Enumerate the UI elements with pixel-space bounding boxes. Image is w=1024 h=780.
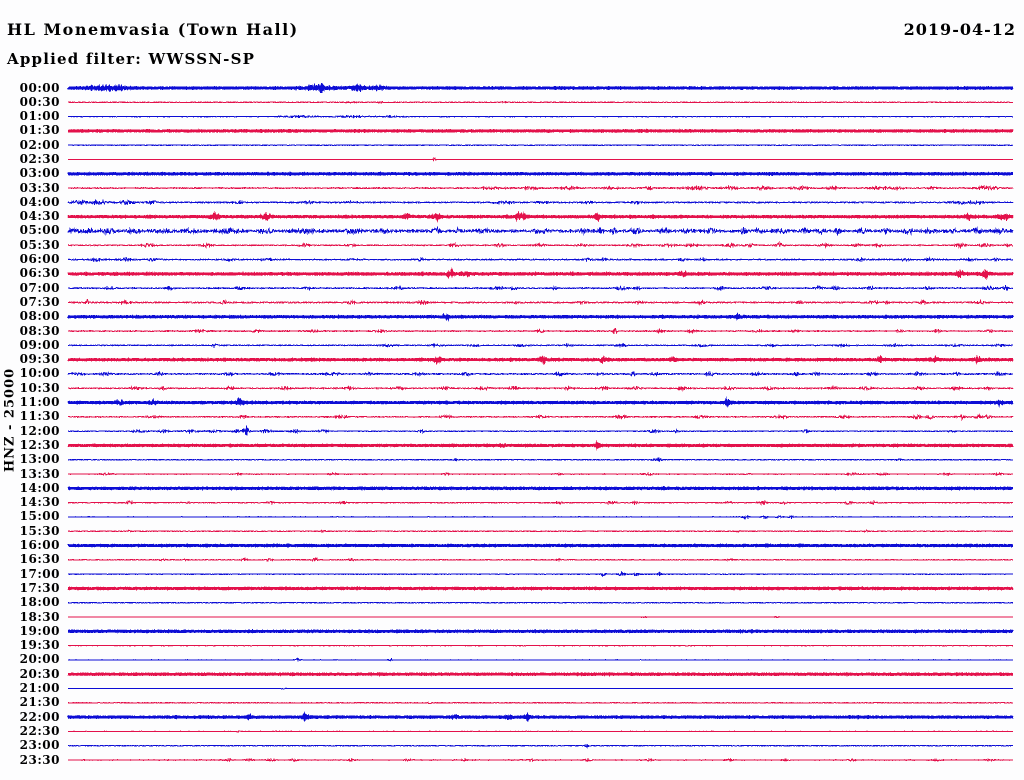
trace-0330 <box>67 184 1014 192</box>
trace-2200 <box>67 711 1014 723</box>
trace-0000 <box>67 81 1014 94</box>
trace-2230 <box>67 729 1014 733</box>
time-label: 08:00 <box>19 309 60 324</box>
time-label: 12:00 <box>19 423 60 438</box>
time-label: 16:30 <box>19 552 60 567</box>
trace-1230 <box>67 440 1014 451</box>
time-label: 05:30 <box>19 237 60 252</box>
trace-2330 <box>67 757 1014 763</box>
time-label: 17:30 <box>19 580 60 595</box>
trace-2000 <box>67 657 1014 663</box>
time-label: 00:00 <box>19 80 60 95</box>
trace-1900 <box>67 628 1014 634</box>
time-label: 23:30 <box>19 752 60 767</box>
time-label: 18:00 <box>19 595 60 610</box>
time-label: 05:00 <box>19 223 60 238</box>
time-label: 06:30 <box>19 266 60 281</box>
time-label: 13:00 <box>19 452 60 467</box>
time-label: 06:00 <box>19 252 60 267</box>
trace-0530 <box>67 240 1014 250</box>
trace-0100 <box>67 114 1014 119</box>
time-label: 09:00 <box>19 337 60 352</box>
trace-0830 <box>67 327 1014 335</box>
time-label: 11:00 <box>19 395 60 410</box>
time-label: 18:30 <box>19 609 60 624</box>
time-label: 17:00 <box>19 566 60 581</box>
trace-0700 <box>67 284 1014 292</box>
trace-0730 <box>67 298 1014 306</box>
trace-2130 <box>67 701 1014 705</box>
filter-label: Applied filter: WWSSN-SP <box>7 50 256 68</box>
trace-1730 <box>67 586 1014 591</box>
time-label: 22:30 <box>19 723 60 738</box>
trace-1700 <box>67 570 1014 577</box>
time-label: 02:30 <box>19 151 60 166</box>
time-label: 21:00 <box>19 681 60 696</box>
trace-1100 <box>67 396 1014 408</box>
time-label: 04:00 <box>19 194 60 209</box>
time-label: 08:30 <box>19 323 60 338</box>
time-label: 00:30 <box>19 94 60 109</box>
time-label: 19:00 <box>19 623 60 638</box>
station-title: HL Monemvasia (Town Hall) <box>7 20 299 39</box>
trace-1630 <box>67 556 1014 563</box>
trace-0130 <box>67 128 1014 134</box>
time-label: 10:00 <box>19 366 60 381</box>
trace-1430 <box>67 499 1014 507</box>
time-label: 12:30 <box>19 437 60 452</box>
time-label: 22:00 <box>19 709 60 724</box>
trace-1500 <box>67 514 1014 520</box>
trace-1530 <box>67 529 1014 534</box>
time-label: 02:00 <box>19 137 60 152</box>
trace-2100 <box>67 687 1014 690</box>
trace-0630 <box>67 267 1014 281</box>
trace-1830 <box>67 615 1014 619</box>
time-label: 03:00 <box>19 166 60 181</box>
time-axis-labels: 00:00 00:30 01:00 01:30 02:00 02:30 03:00 03:30… <box>0 0 62 780</box>
time-label: 19:30 <box>19 638 60 653</box>
trace-0930 <box>67 354 1014 366</box>
trace-2300 <box>67 743 1014 749</box>
time-label: 23:00 <box>19 738 60 753</box>
time-label: 15:30 <box>19 523 60 538</box>
time-label: 16:00 <box>19 538 60 553</box>
trace-1030 <box>67 384 1014 392</box>
trace-1300 <box>67 456 1014 463</box>
time-label: 21:30 <box>19 695 60 710</box>
time-label: 11:30 <box>19 409 60 424</box>
time-label: 15:00 <box>19 509 60 524</box>
time-label: 14:30 <box>19 495 60 510</box>
trace-0900 <box>67 342 1014 350</box>
time-label: 01:30 <box>19 123 60 138</box>
time-label: 10:30 <box>19 380 60 395</box>
time-label: 20:00 <box>19 652 60 667</box>
trace-0300 <box>67 171 1014 177</box>
time-label: 04:30 <box>19 209 60 224</box>
date-label: 2019-04-12 <box>903 20 1016 39</box>
trace-1200 <box>67 425 1014 436</box>
trace-1400 <box>67 485 1014 491</box>
trace-0230 <box>67 156 1014 162</box>
trace-0430 <box>67 210 1014 223</box>
time-label: 09:30 <box>19 352 60 367</box>
time-label: 14:00 <box>19 480 60 495</box>
trace-1130 <box>67 413 1014 422</box>
trace-0500 <box>67 226 1014 237</box>
trace-1330 <box>67 471 1014 477</box>
time-label: 07:30 <box>19 294 60 309</box>
time-label: 07:00 <box>19 280 60 295</box>
trace-0400 <box>67 198 1014 207</box>
trace-1600 <box>67 543 1014 548</box>
trace-0600 <box>67 256 1014 263</box>
time-label: 13:30 <box>19 466 60 481</box>
trace-2030 <box>67 671 1014 677</box>
time-label: 01:00 <box>19 109 60 124</box>
trace-0030 <box>67 100 1014 104</box>
trace-0800 <box>67 312 1014 322</box>
trace-1000 <box>67 370 1014 378</box>
time-label: 20:30 <box>19 666 60 681</box>
time-label: 03:30 <box>19 180 60 195</box>
